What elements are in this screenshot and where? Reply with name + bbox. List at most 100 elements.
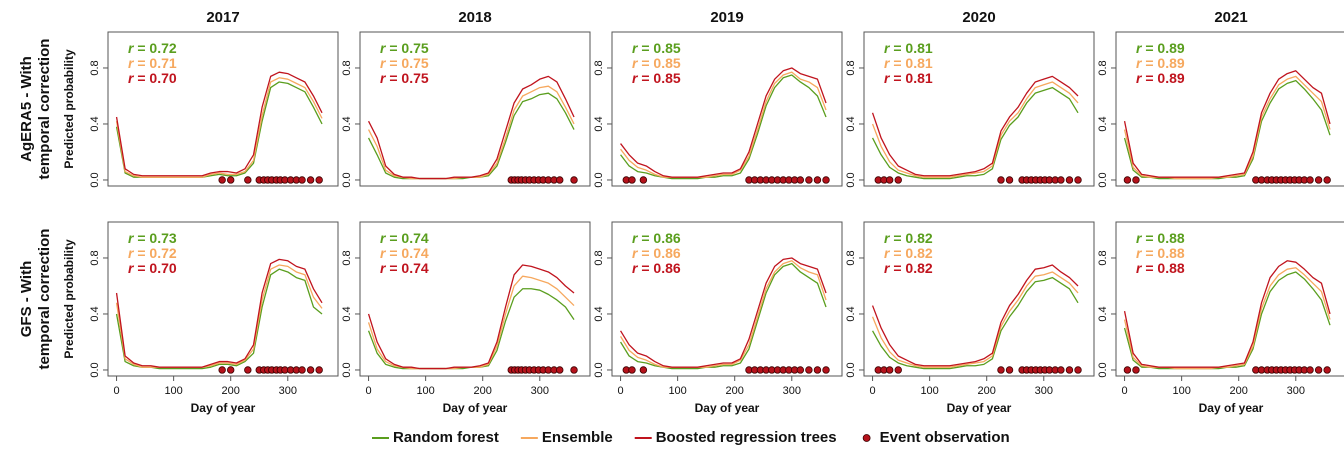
y-tick-label: 0.4 [593, 306, 605, 321]
x-axis-label: Day of year [695, 401, 760, 415]
series-line [1123, 75, 1331, 180]
y-axis-label: Predicted probability [62, 239, 76, 359]
x-tick-label: 0 [869, 385, 875, 397]
plot-frame [611, 31, 843, 187]
event-point [1132, 176, 1140, 184]
correlation-value: = 0.88 [1141, 245, 1184, 261]
event-point [805, 366, 813, 374]
event-point [894, 176, 902, 184]
correlation-symbol: r [884, 260, 891, 276]
x-tick-label: 100 [668, 385, 686, 397]
plot-frame [107, 221, 339, 377]
event-point [796, 366, 805, 374]
y-tick-label: 0.8 [341, 60, 353, 75]
event-point [556, 176, 564, 184]
correlation-value: = 0.81 [889, 70, 932, 86]
series-line [871, 264, 1079, 367]
correlation-value: = 0.88 [1141, 230, 1184, 246]
correlation-label: r = 0.86 [632, 245, 681, 261]
correlation-symbol: r [380, 55, 387, 71]
x-tick-label: 300 [1035, 385, 1053, 397]
correlation-symbol: r [380, 40, 387, 56]
series-line [367, 85, 575, 180]
y-tick-label: 0.0 [593, 172, 605, 187]
series-line [871, 81, 1079, 178]
correlation-label: r = 0.81 [884, 70, 933, 86]
series-line [367, 264, 575, 370]
y-tick-label: 0.4 [89, 116, 101, 131]
y-tick-label: 0.4 [89, 306, 101, 321]
y-tick-label: 0.0 [341, 362, 353, 377]
event-point [1306, 176, 1314, 184]
event-point [227, 176, 235, 184]
correlation-label: r = 0.73 [128, 230, 177, 246]
correlation-value: = 0.85 [637, 55, 680, 71]
event-point [1074, 176, 1082, 184]
series-line [115, 81, 323, 178]
event-point [628, 176, 636, 184]
correlation-symbol: r [128, 55, 135, 71]
series-line [871, 276, 1079, 370]
correlation-value: = 0.71 [133, 55, 176, 71]
series-line [620, 67, 827, 178]
series-line [367, 288, 575, 370]
event-point [885, 366, 894, 374]
series-line [620, 262, 827, 370]
event-point [805, 176, 813, 184]
correlation-symbol: r [128, 245, 135, 261]
event-point [639, 176, 648, 184]
y-tick-label: 0.4 [845, 306, 857, 321]
event-point [628, 366, 636, 374]
correlation-symbol: r [380, 230, 387, 246]
x-tick-label: 100 [1172, 385, 1190, 397]
correlation-symbol: r [128, 230, 135, 246]
correlation-value: = 0.89 [1141, 70, 1184, 86]
correlation-label: r = 0.88 [1136, 260, 1185, 276]
y-tick-label: 0.8 [89, 250, 101, 265]
y-tick-label: 0.0 [1097, 362, 1109, 377]
correlation-symbol: r [632, 55, 639, 71]
y-axis-label: Predicted probability [62, 49, 76, 169]
x-tick-label: 200 [474, 385, 492, 397]
legend-label: Random forest [393, 429, 499, 446]
event-point [244, 176, 252, 184]
y-tick-label: 0.0 [845, 362, 857, 377]
x-tick-label: 0 [113, 385, 119, 397]
correlation-value: = 0.85 [637, 70, 680, 86]
legend-label: Event observation [880, 429, 1010, 446]
event-point [298, 366, 306, 374]
correlation-value: = 0.74 [385, 230, 428, 246]
correlation-symbol: r [380, 260, 387, 276]
correlation-value: = 0.86 [637, 230, 680, 246]
correlation-label: r = 0.74 [380, 260, 429, 276]
panel-title: 2020 [962, 9, 995, 26]
correlation-label: r = 0.86 [632, 230, 681, 246]
series-line [115, 264, 323, 368]
event-point [997, 176, 1005, 184]
event-point [218, 366, 226, 374]
event-point [1314, 366, 1323, 374]
correlation-symbol: r [1136, 55, 1143, 71]
event-point [227, 366, 235, 374]
correlation-symbol: r [632, 260, 639, 276]
event-point [639, 366, 648, 374]
event-point [218, 176, 226, 184]
correlation-value: = 0.82 [889, 260, 932, 276]
correlation-value: = 0.74 [385, 260, 428, 276]
x-tick-label: 200 [1230, 385, 1248, 397]
correlation-symbol: r [1136, 260, 1143, 276]
event-point [822, 366, 830, 374]
event-point [1057, 176, 1065, 184]
event-point [244, 366, 252, 374]
correlation-value: = 0.81 [889, 55, 932, 71]
series-line [871, 75, 1079, 177]
y-tick-label: 0.8 [341, 250, 353, 265]
plot-frame [1115, 31, 1344, 187]
correlation-value: = 0.89 [1141, 55, 1184, 71]
event-point [1005, 366, 1014, 374]
correlation-label: r = 0.75 [380, 55, 429, 71]
row-label: temporal correction [36, 39, 53, 180]
row-label: temporal correction [36, 229, 53, 370]
plot-frame [359, 31, 591, 187]
